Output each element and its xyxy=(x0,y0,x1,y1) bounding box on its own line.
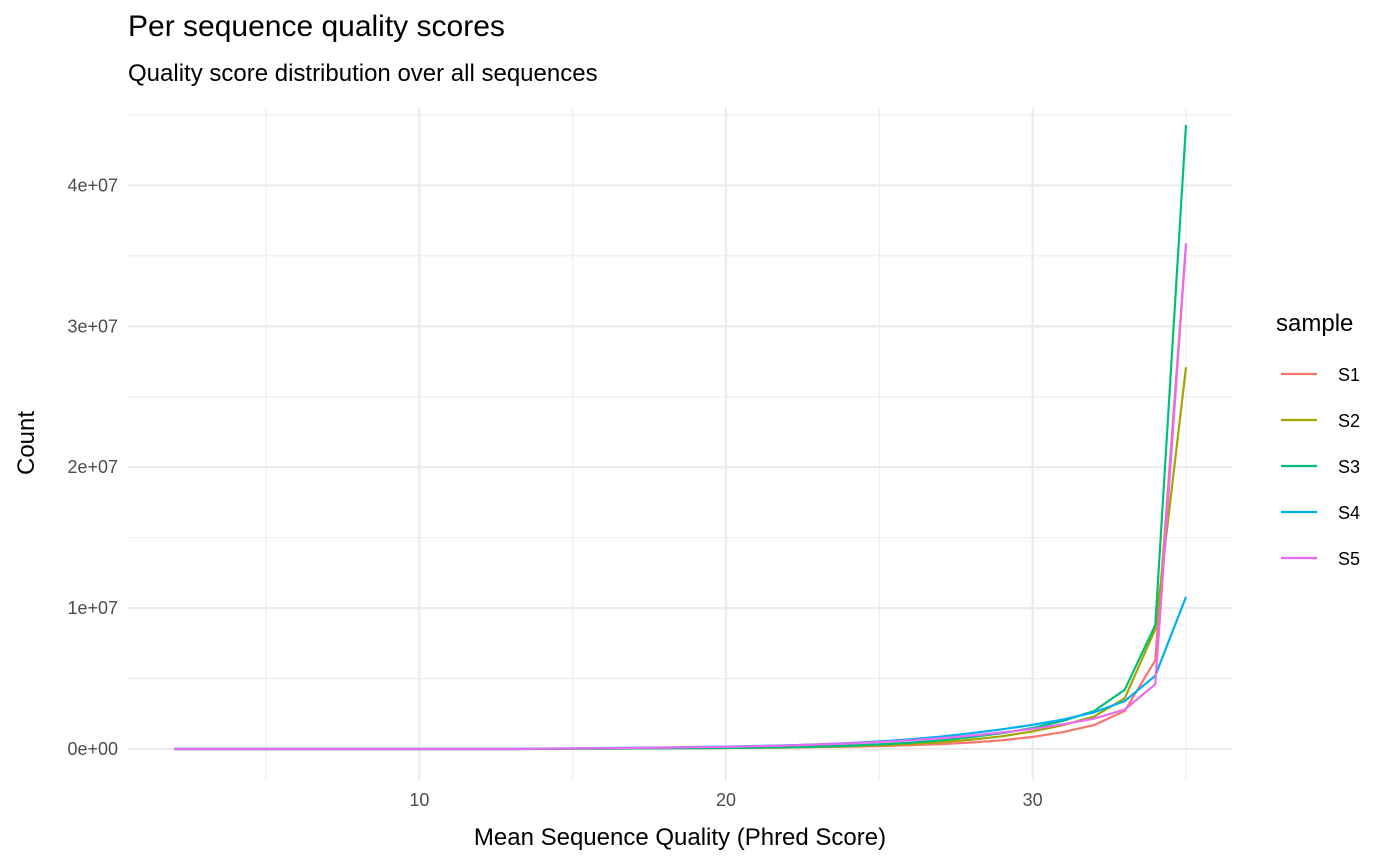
y-tick-label: 4e+07 xyxy=(67,175,118,195)
x-tick-label: 30 xyxy=(1023,790,1043,810)
x-tick-labels: 10 20 30 xyxy=(409,790,1042,810)
major-gridlines xyxy=(128,108,1232,780)
y-tick-label: 0e+00 xyxy=(67,739,118,759)
legend-label-s3: S3 xyxy=(1338,457,1360,477)
y-axis-title: Count xyxy=(13,411,40,475)
legend-label-s5: S5 xyxy=(1338,549,1360,569)
series-line-s1 xyxy=(174,244,1188,751)
x-tick-label: 10 xyxy=(409,790,429,810)
minor-gridlines xyxy=(128,108,1232,780)
series-line-s2 xyxy=(174,367,1188,751)
series-line-s3 xyxy=(174,124,1188,751)
legend-label-s2: S2 xyxy=(1338,411,1360,431)
y-tick-label: 3e+07 xyxy=(67,316,118,336)
chart-subtitle: Quality score distribution over all sequ… xyxy=(128,60,598,87)
chart-title: Per sequence quality scores xyxy=(128,10,505,43)
series-line-s4 xyxy=(174,596,1188,751)
legend-title: sample xyxy=(1276,310,1353,337)
legend-label-s1: S1 xyxy=(1338,365,1360,385)
y-tick-labels: 0e+00 1e+07 2e+07 3e+07 4e+07 xyxy=(67,175,118,759)
series-line-s5 xyxy=(174,243,1188,751)
x-axis-title: Mean Sequence Quality (Phred Score) xyxy=(474,824,886,851)
x-tick-label: 20 xyxy=(716,790,736,810)
legend: sample S1 S2 S3 S4 S5 xyxy=(1276,310,1360,569)
y-tick-label: 2e+07 xyxy=(67,457,118,477)
y-tick-label: 1e+07 xyxy=(67,598,118,618)
legend-label-s4: S4 xyxy=(1338,503,1360,523)
series-lines xyxy=(174,124,1188,751)
